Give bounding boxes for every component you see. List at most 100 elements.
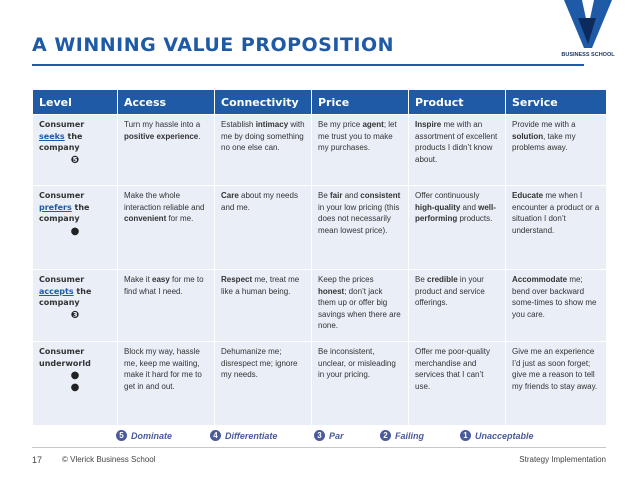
cell-text: Establish [221,120,256,129]
cell-text: Dehumanize me; disrespect me; ignore my … [221,347,298,380]
table-body: Consumer seeks the company ❺ Turn my hassle… [32,114,607,426]
cell-text: Block my way, hassle me, keep me waiting… [124,347,202,391]
level-object: the company [39,286,92,308]
legend-dominate: 5 Dominate [116,430,172,441]
level-verb: accepts [39,286,74,296]
legend-label: Dominate [131,430,173,441]
table-row: Consumer underworld ● ● Block my way, hass… [32,341,607,426]
emphasis-text: Educate [512,191,544,200]
emphasis-text: well-performing [415,202,496,224]
header-service: Service [505,89,607,115]
cell-text: me; bend over backward some-times to sho… [512,275,597,319]
cell-text: Be [415,275,428,284]
emphasis-text: credible [427,275,458,284]
level-subject: Consumer [39,275,85,284]
section-label: Strategy Implementation [519,455,606,464]
connectivity-cell: Establish intimacy with me by doing some… [214,114,312,186]
title-divider [32,64,584,66]
page-title: A WINNING VALUE PROPOSITION [32,34,395,56]
access-cell: Make the whole interaction reliable and … [117,185,215,270]
table-row: Consumer prefers the company ● Make the who… [32,185,607,270]
cell-text: me, treat me like a human being. [221,275,300,296]
copyright: © Vlerick Business School [62,455,156,464]
cell-text: me with an assortment of excellent produ… [415,120,498,164]
header-product: Product [408,89,506,115]
vlerick-logo-icon [564,0,612,48]
service-cell: Give me an experience I’d just as soon f… [505,341,607,426]
cell-text: products. [457,214,493,224]
header-price: Price [311,89,409,115]
cell-text: Make it [124,275,153,284]
legend-par: 3 Par [314,430,344,441]
level-cell: Consumer seeks the company ❺ [32,114,118,186]
cell-text: in your product and service offerings. [415,275,485,308]
emphasis-text: easy [152,275,170,284]
header-access: Access [117,89,215,115]
cell-text: for me to find what I need. [124,275,204,296]
access-cell: Block my way, hassle me, keep me waiting… [117,341,215,426]
legend-number-icon: 1 [460,430,471,441]
cell-text: me when I encounter a product or a situa… [512,191,600,235]
level-badge-icon: ● ● [70,370,80,393]
level-cell: Consumer prefers the company ● [32,185,118,270]
legend-number-icon: 3 [314,430,325,441]
access-cell: Make it easy for me to find what I need. [117,269,215,342]
level-subject: Consumer [39,120,85,129]
legend-label: Failing [395,430,424,441]
cell-text: ; let me trust you to make my purchases. [318,120,397,153]
cell-text: Offer continuously [415,191,480,200]
price-cell: Be fair and consistent in your low prici… [311,185,409,270]
emphasis-text: intimacy [255,120,289,129]
product-cell: Inspire me with an assortment of excelle… [408,114,506,186]
emphasis-text: convenient [124,214,167,224]
level-subject: Consumer [39,191,85,200]
legend-number-icon: 4 [210,430,221,441]
emphasis-text: positive experience [124,131,199,141]
level-badge-icon: ● [70,225,80,237]
cell-text: Be [318,191,331,200]
value-proposition-table: Level Access Connectivity Price Product … [32,89,607,426]
level-cell: Consumer accepts the company ❸ [32,269,118,342]
header-level: Level [32,89,118,115]
header-connectivity: Connectivity [214,89,312,115]
emphasis-text: Accommodate [512,275,568,284]
connectivity-cell: Care about my needs and me. [214,185,312,270]
level-object: underworld [39,358,91,368]
price-cell: Be my price agent; let me trust you to m… [311,114,409,186]
cell-text: Provide me with a [512,120,576,129]
cell-text: in your low pricing (this does not neces… [318,202,400,235]
price-cell: Be inconsistent, unclear, or misleading … [311,341,409,426]
emphasis-text: consistent [360,191,401,200]
product-cell: Offer me poor-quality merchandise and se… [408,341,506,426]
cell-text: Be inconsistent, unclear, or misleading … [318,347,396,380]
emphasis-text: fair [330,191,343,200]
level-subject: Consumer [39,347,85,356]
legend-label: Par [329,430,344,441]
table-row: Consumer accepts the company ❸ Make it easy… [32,269,607,342]
cell-text: Keep the prices [318,275,374,284]
cell-text: with me by doing something no one else c… [221,120,305,153]
level-cell: Consumer underworld ● ● [32,341,118,426]
access-cell: Turn my hassle into a positive experienc… [117,114,215,186]
cell-text: Turn my hassle into a [124,120,201,129]
product-cell: Offer continuously high-quality and well… [408,185,506,270]
service-cell: Educate me when I encounter a product or… [505,185,607,270]
product-cell: Be credible in your product and service … [408,269,506,342]
legend-differentiate: 4 Differentiate [210,430,277,441]
cell-text: Be my price [318,120,363,129]
level-badge-icon: ❺ [70,154,80,166]
table-row: Consumer seeks the company ❺ Turn my hassle… [32,114,607,186]
cell-text: Offer me poor-quality merchandise and se… [415,347,490,391]
cell-text: ; don’t jack them up or offer big saving… [318,286,401,331]
page-number: 17 [32,455,43,465]
legend-number-icon: 2 [380,430,391,441]
footer-divider [32,447,606,448]
service-cell: Accommodate me; bend over backward some-… [505,269,607,342]
table-header-row: Level Access Connectivity Price Product … [32,89,607,115]
emphasis-text: high-quality [415,202,461,212]
price-cell: Keep the prices honest; don’t jack them … [311,269,409,342]
cell-text: for me. [166,214,194,224]
connectivity-cell: Dehumanize me; disrespect me; ignore my … [214,341,312,426]
emphasis-text: honest [318,286,345,296]
cell-text: Give me an experience I’d just as soon f… [512,347,598,391]
